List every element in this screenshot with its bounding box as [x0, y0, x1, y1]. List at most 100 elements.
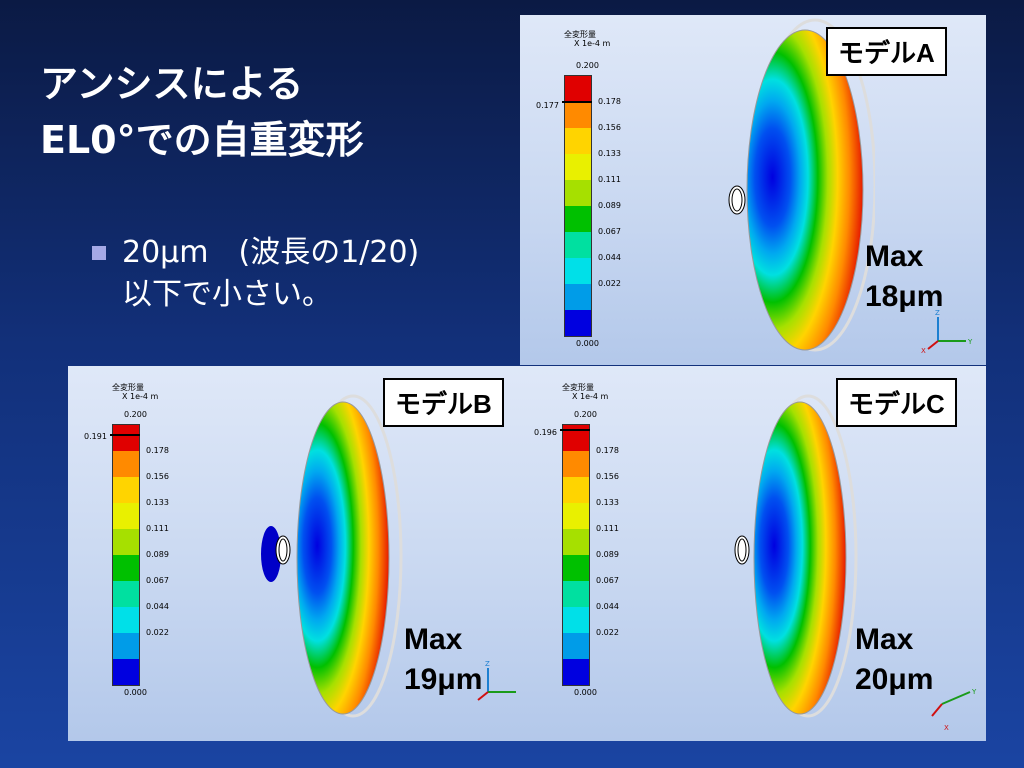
axis-triad: Y X: [931, 688, 977, 732]
max-value: 20μm: [855, 663, 934, 696]
colorbar-segment: [565, 310, 591, 336]
legend-title: 全変形量: [562, 383, 594, 392]
colorbar-segment: [563, 529, 589, 555]
legend-tick-label: 0.178: [598, 97, 621, 106]
model-b-max-text: Max 19μm: [404, 620, 482, 700]
colorbar-segment: [113, 425, 139, 451]
colorbar-segment: [565, 102, 591, 128]
bullet-line-1: 20μm (波長の1/20): [122, 235, 420, 270]
colorbar-segment: [565, 284, 591, 310]
legend-title: 全変形量: [564, 30, 596, 39]
title-line-1: アンシスによる: [40, 62, 304, 106]
colorbar-segment: [563, 555, 589, 581]
max-value: 19μm: [404, 663, 483, 696]
legend-tick-label: 0.089: [598, 201, 621, 210]
colorbar-segment: [113, 503, 139, 529]
slide-title: アンシスによる EL0°での自重変形: [40, 56, 364, 168]
legend-tick-label: 0.022: [146, 628, 169, 637]
legend: 全変形量 X 1e-4 m 0.200 0.196 0.178 0.156 0.13…: [534, 382, 738, 732]
colorbar-segment: [565, 206, 591, 232]
axis-triad: Z: [477, 660, 516, 701]
axis-x-label: X: [921, 347, 926, 355]
legend-unit: X 1e-4 m: [122, 392, 159, 401]
legend-tick-label: 0.156: [598, 123, 621, 132]
colorbar-segment: [113, 633, 139, 659]
legend-max-value: 0.191: [84, 432, 107, 441]
legend-top-value: 0.200: [574, 410, 597, 419]
legend-unit: X 1e-4 m: [574, 39, 611, 48]
legend-tick-label: 0.111: [598, 175, 621, 184]
model-a-panel: 全変形量 X 1e-4 m 0.200 0.177 0.178 0.156 0.13…: [520, 15, 986, 365]
legend-tick-label: 0.156: [596, 472, 619, 481]
max-label: Max: [404, 623, 463, 656]
legend: 全変形量 X 1e-4 m 0.200 0.191 0.178 0.156 0.13…: [78, 382, 278, 732]
model-a-max-text: Max 18μm: [865, 237, 943, 317]
colorbar-segment: [563, 659, 589, 685]
legend-max-line: [560, 429, 590, 431]
legend-top-value: 0.200: [576, 61, 599, 70]
legend-tick-label: 0.178: [596, 446, 619, 455]
colorbar-segment: [563, 607, 589, 633]
legend-tick-label: 0.022: [598, 279, 621, 288]
colorbar-segment: [563, 581, 589, 607]
legend-max-line: [110, 434, 140, 436]
colorbar-segment: [113, 659, 139, 685]
colorbar-segment: [565, 76, 591, 102]
legend-tick-label: 0.178: [146, 446, 169, 455]
colorbar-segment: [113, 451, 139, 477]
title-line-2: EL0°での自重変形: [40, 118, 364, 162]
model-c-panel: 全変形量 X 1e-4 m 0.200 0.196 0.178 0.156 0.13…: [528, 366, 986, 741]
max-label: Max: [865, 240, 924, 273]
colorbar-segment: [113, 529, 139, 555]
dish-deformation-plot: [728, 18, 875, 352]
colorbar-segment: [565, 258, 591, 284]
max-value: 18μm: [865, 280, 944, 313]
legend-unit: X 1e-4 m: [572, 392, 609, 401]
colorbar-segment: [565, 232, 591, 258]
bullet-square-icon: [92, 246, 106, 260]
dish-deformation-plot: [261, 394, 403, 718]
legend-tick-label: 0.067: [598, 227, 621, 236]
legend-tick-label: 0.089: [596, 550, 619, 559]
legend-max-line: [562, 101, 592, 103]
colorbar: [562, 424, 590, 686]
legend-tick-label: 0.067: [146, 576, 169, 585]
model-a-label: モデルA: [826, 27, 947, 76]
colorbar-segment: [565, 128, 591, 154]
legend-tick-label: 0.111: [146, 524, 169, 533]
legend-top-value: 0.200: [124, 410, 147, 419]
legend-tick-label: 0.044: [598, 253, 621, 262]
legend-max-value: 0.196: [534, 428, 557, 437]
legend-tick-label: 0.133: [146, 498, 169, 507]
bullet-line-2: 以下で小さい。: [122, 277, 332, 312]
legend-tick-label: 0.044: [596, 602, 619, 611]
legend-min-value: 0.000: [576, 339, 599, 348]
legend-tick-label: 0.133: [596, 498, 619, 507]
colorbar-segment: [113, 607, 139, 633]
axis-y-label: Y: [967, 338, 973, 346]
legend-tick-label: 0.089: [146, 550, 169, 559]
axis-z-label: Z: [935, 309, 940, 317]
colorbar-segment: [565, 180, 591, 206]
colorbar: [564, 75, 592, 337]
legend-min-value: 0.000: [124, 688, 147, 697]
bullet-item: 20μm (波長の1/20) 以下で小さい。: [92, 232, 419, 316]
legend-tick-label: 0.133: [598, 149, 621, 158]
model-c-max-text: Max 20μm: [855, 620, 933, 700]
dish-deformation-plot: [734, 394, 858, 718]
legend-min-value: 0.000: [574, 688, 597, 697]
model-b-label: モデルB: [383, 378, 504, 427]
colorbar-segment: [113, 581, 139, 607]
legend: 全変形量 X 1e-4 m 0.200 0.177 0.178 0.156 0.13…: [530, 29, 730, 365]
legend-tick-label: 0.111: [596, 524, 619, 533]
colorbar-segment: [563, 633, 589, 659]
legend-tick-label: 0.156: [146, 472, 169, 481]
model-c-label: モデルC: [836, 378, 957, 427]
axis-z-label: Z: [485, 660, 490, 668]
legend-tick-label: 0.067: [596, 576, 619, 585]
colorbar-segment: [113, 477, 139, 503]
axis-y-label: Y: [971, 688, 977, 696]
axis-triad: Z Y X: [921, 309, 973, 355]
legend-max-value: 0.177: [536, 101, 559, 110]
colorbar: [112, 424, 140, 686]
